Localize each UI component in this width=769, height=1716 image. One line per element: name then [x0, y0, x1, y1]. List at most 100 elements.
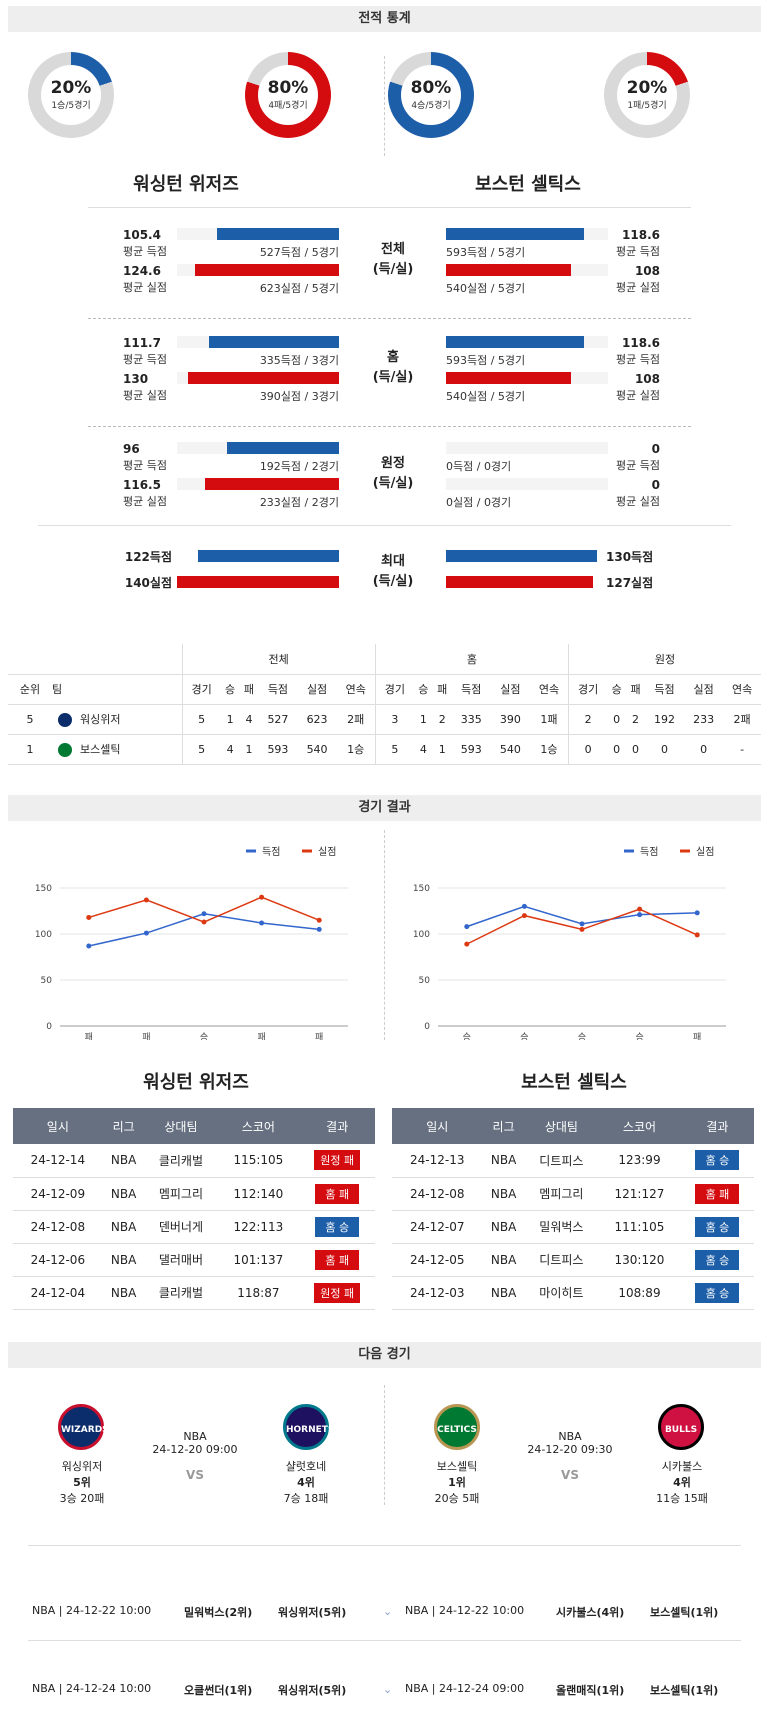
left-note: 390실점 / 3경기: [259, 390, 339, 403]
table-cell: 0: [607, 704, 627, 735]
max-bar: [198, 550, 339, 562]
table-cell: NBA: [102, 1144, 145, 1178]
home-team-name: 보스셀틱: [436, 1460, 478, 1473]
table-cell: 593: [451, 734, 491, 765]
data-point: [316, 926, 322, 932]
table-cell: 623: [297, 704, 337, 735]
right-max-value: 130득점: [606, 550, 654, 564]
table-cell: 24-12-04: [13, 1276, 103, 1310]
column-header: 실점: [490, 674, 530, 705]
column-header: 실점: [684, 674, 724, 705]
table-cell: NBA: [102, 1243, 145, 1277]
column-header: 패: [239, 674, 259, 705]
away-team-name: 샬럿호네: [285, 1460, 327, 1473]
table-cell: 24-12-05: [392, 1243, 483, 1277]
table-cell: 1승: [529, 734, 569, 765]
table-cell: 2: [626, 704, 645, 735]
table-cell: 멤피그리: [144, 1177, 218, 1211]
table-cell: NBA: [482, 1177, 525, 1211]
right-label: 평균 득점: [616, 459, 660, 472]
data-point: [201, 919, 207, 925]
table-row: 24-12-06 NBA 댈러매버 101:137 홈 패: [13, 1243, 375, 1277]
table-cell: NBA: [102, 1210, 145, 1244]
table-cell: 0: [607, 734, 627, 765]
data-point: [143, 930, 149, 936]
column-header: 승: [607, 674, 627, 705]
home-team-rank: 5위: [73, 1476, 91, 1489]
team-1: 시카불스(4위): [556, 1606, 625, 1619]
table-cell: 홈 패: [680, 1177, 754, 1211]
table-cell: NBA: [102, 1276, 145, 1310]
x-tick-label: 패: [257, 1032, 265, 1040]
data-point: [143, 897, 149, 903]
table-cell: 4: [239, 704, 259, 735]
section-title-results: 경기 결과: [8, 795, 761, 821]
x-tick-label: 패: [693, 1032, 701, 1040]
data-point: [316, 917, 322, 923]
table-cell: 홈 승: [680, 1210, 754, 1244]
game-info: NBA | 24-12-22 10:00: [405, 1604, 525, 1617]
table-cell: 24-12-07: [392, 1210, 483, 1244]
result-badge: 홈 패: [695, 1183, 740, 1204]
concede-bar: [195, 264, 339, 276]
left-value: 105.4: [123, 228, 161, 242]
right-label: 평균 득점: [616, 353, 660, 366]
stat-category: 홈: [387, 350, 399, 365]
line-chart-left: 0 50 100 150 패 패 승 패 패 득점 실점: [35, 846, 348, 1040]
score-bar: [209, 336, 339, 348]
y-tick-label: 50: [41, 976, 53, 986]
concede-bar: [446, 264, 571, 276]
left-max-value: 122득점: [124, 550, 172, 564]
series-line-concede: [88, 896, 320, 923]
max-bar: [446, 550, 597, 562]
data-point: [637, 912, 643, 918]
table-cell: 2패: [336, 704, 376, 735]
table-cell: 디트피스: [524, 1243, 599, 1277]
left-label: 평균 실점: [123, 495, 167, 508]
data-point: [694, 910, 700, 916]
table-cell: NBA: [482, 1276, 525, 1310]
league: NBA: [183, 1430, 207, 1443]
table-cell: 2: [432, 704, 452, 735]
win-rate-donut: 80% 4승/5경기: [388, 52, 474, 138]
right-max-value: 127실점: [606, 576, 654, 590]
column-header: 실점: [297, 674, 337, 705]
table-cell: 클리캐벌: [144, 1276, 218, 1310]
result-badge: 홈 승: [315, 1216, 360, 1237]
league: NBA: [558, 1430, 582, 1443]
group-header: 전체: [181, 644, 376, 675]
team-2: 워싱위저(5위): [278, 1684, 347, 1697]
stat-category: 원정: [381, 456, 405, 471]
max-bar: [446, 576, 593, 588]
team-cell: 워싱위저: [52, 704, 182, 735]
home-team-record: 3승 20패: [59, 1492, 105, 1505]
column-header: 패: [626, 674, 645, 705]
column-header: 경기: [568, 674, 608, 705]
team-name-left: 워싱턴 위저즈: [143, 1072, 249, 1093]
record-table: 전체 홈 원정 순위 팀 경기 승 패 득점 실점 연속 경기 승 패 득점 실점 연속 경기 승 패 득점 실점 연…: [8, 644, 761, 765]
table-cell: -: [723, 734, 761, 765]
left-note: 527득점 / 5경기: [259, 246, 339, 259]
game-info: NBA | 24-12-24 10:00: [32, 1682, 152, 1695]
data-point: [259, 894, 265, 900]
donut-sub: 4패/5경기: [268, 101, 308, 111]
table-cell: 홈 승: [680, 1144, 754, 1178]
table-cell: 24-12-03: [392, 1276, 483, 1310]
bar-track: [446, 442, 608, 454]
home-team-name: 워싱위저: [61, 1460, 103, 1473]
right-note: 540실점 / 5경기: [446, 282, 526, 295]
x-tick-label: 승: [578, 1032, 586, 1040]
game-info: NBA | 24-12-22 10:00: [32, 1604, 152, 1617]
stat-category-sub: (득/실): [372, 370, 414, 385]
column-header: 순위: [8, 674, 52, 705]
left-value: 96: [123, 442, 140, 456]
left-value: 124.6: [123, 264, 161, 278]
result-badge: 홈 승: [695, 1150, 740, 1171]
table-cell: NBA: [482, 1210, 525, 1244]
table-cell: 2: [568, 704, 608, 735]
y-tick-label: 50: [419, 976, 431, 986]
away-team-name: 시카불스: [661, 1460, 703, 1473]
table-cell: 121:127: [598, 1177, 681, 1211]
left-value: 111.7: [123, 336, 161, 350]
team-cell: 보스셀틱: [52, 734, 182, 765]
